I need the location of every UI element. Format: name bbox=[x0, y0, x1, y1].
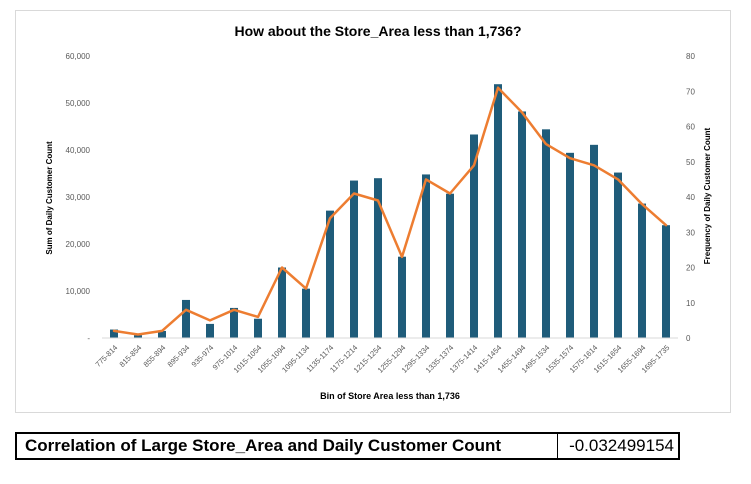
correlation-label: Correlation of Large Store_Area and Dail… bbox=[17, 434, 558, 458]
bar bbox=[470, 134, 478, 338]
y-tick-label: 60,000 bbox=[66, 52, 91, 61]
bar bbox=[590, 144, 598, 338]
y-axis-right: 0 10 20 30 40 50 60 70 80 bbox=[686, 52, 695, 343]
y-tick-label: 10,000 bbox=[66, 287, 91, 296]
bar bbox=[254, 318, 262, 338]
y-tick-label: 40,000 bbox=[66, 146, 91, 155]
bar bbox=[662, 225, 670, 338]
correlation-value: -0.032499154 bbox=[569, 436, 674, 455]
chart-title: How about the Store_Area less than 1,736… bbox=[234, 23, 521, 39]
bar bbox=[542, 129, 550, 338]
bar bbox=[278, 267, 286, 338]
y2-tick-label: 20 bbox=[686, 264, 695, 273]
y-tick-label: 50,000 bbox=[66, 99, 91, 108]
y-tick-label: - bbox=[87, 334, 90, 343]
bar-series bbox=[110, 84, 670, 339]
x-axis: 775-814815-854855-894895-934935-974975-1… bbox=[94, 343, 672, 375]
y2-tick-label: 50 bbox=[686, 158, 695, 167]
x-tick-label: 775-814 bbox=[94, 343, 120, 369]
line-series bbox=[112, 86, 668, 336]
bar bbox=[614, 172, 622, 338]
bar bbox=[326, 210, 334, 338]
y-tick-label: 20,000 bbox=[66, 240, 91, 249]
bar bbox=[182, 299, 190, 338]
x-tick-label: 895-934 bbox=[166, 343, 192, 369]
bar bbox=[350, 180, 358, 338]
bar bbox=[518, 111, 526, 339]
bar bbox=[494, 84, 502, 338]
correlation-table: Correlation of Large Store_Area and Dail… bbox=[15, 432, 680, 460]
y2-tick-label: 10 bbox=[686, 299, 695, 308]
bar bbox=[398, 256, 406, 338]
bar bbox=[566, 152, 574, 338]
bar bbox=[230, 307, 238, 338]
bar bbox=[446, 193, 454, 338]
chart-area bbox=[15, 10, 731, 413]
bar bbox=[134, 335, 142, 338]
y-axis-left: - 10,000 20,000 30,000 40,000 50,000 60,000 bbox=[66, 52, 91, 343]
bar bbox=[422, 174, 430, 338]
x-tick-label: 855-894 bbox=[142, 343, 168, 369]
y2-tick-label: 0 bbox=[686, 334, 691, 343]
y2-tick-label: 70 bbox=[686, 87, 695, 96]
y-axis-title: Sum of Daily Customer Count bbox=[45, 141, 54, 255]
bar bbox=[158, 330, 166, 338]
y2-axis-title: Frequency of Daily Customer Count bbox=[703, 127, 712, 264]
y2-tick-label: 40 bbox=[686, 193, 695, 202]
y2-tick-label: 60 bbox=[686, 123, 695, 132]
bar bbox=[374, 178, 382, 338]
bar bbox=[302, 288, 310, 338]
y2-tick-label: 80 bbox=[686, 52, 695, 61]
x-tick-label: 815-854 bbox=[118, 343, 144, 369]
x-axis-title: Bin of Store Area less than 1,736 bbox=[320, 391, 460, 401]
bar bbox=[206, 323, 214, 338]
bar bbox=[110, 329, 118, 338]
bar bbox=[638, 203, 646, 338]
y-tick-label: 30,000 bbox=[66, 193, 91, 202]
series-line bbox=[112, 86, 668, 336]
y2-tick-label: 30 bbox=[686, 228, 695, 237]
